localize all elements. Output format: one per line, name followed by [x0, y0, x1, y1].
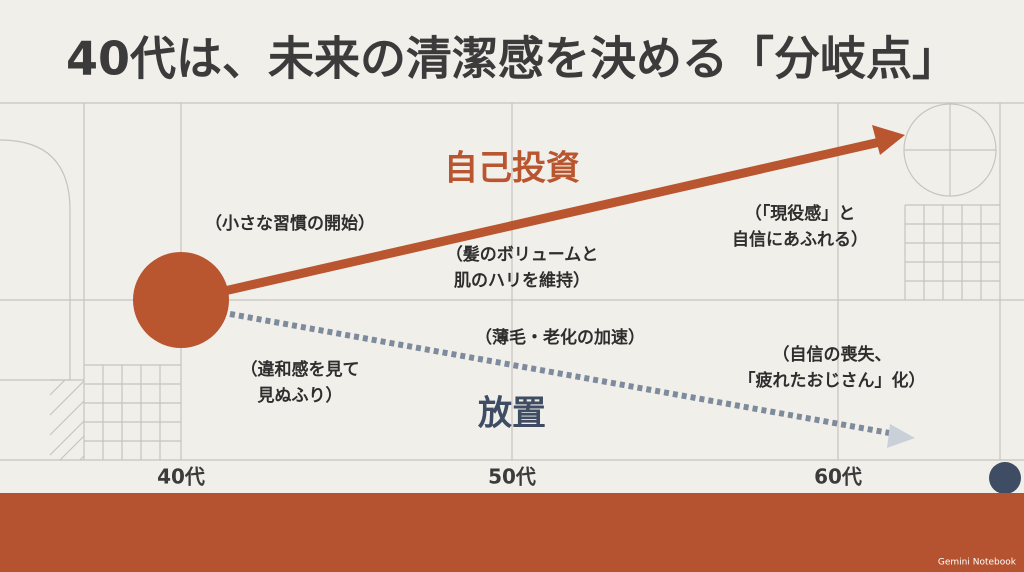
grid	[0, 102, 1024, 461]
annotation: （髪のボリュームと	[446, 244, 599, 265]
neglect-arrow	[229, 311, 896, 437]
annotation: （薄毛・老化の加速）	[475, 327, 645, 348]
axis-label: 40代	[157, 465, 205, 489]
neglect-arrowhead	[887, 424, 915, 448]
axis-label: 60代	[814, 465, 862, 489]
annotation: 自信にあふれる）	[732, 229, 868, 250]
branch-label: 放置	[478, 394, 546, 434]
title: 40代は、未来の清潔感を決める「分岐点」	[66, 32, 958, 86]
annotation: （小さな習慣の開始）	[205, 213, 375, 234]
invest-arrowhead	[872, 125, 905, 155]
annotation: （自信の喪失、	[773, 344, 892, 365]
annotation: 見ぬふり）	[257, 385, 343, 406]
annotation: （「現役感」と	[745, 203, 856, 224]
end-dot	[989, 462, 1021, 494]
branch-label: 自己投資	[444, 149, 580, 189]
annotation: 肌のハリを維持）	[454, 270, 590, 291]
axis-label: 50代	[488, 465, 536, 489]
annotation: （違和感を見て	[241, 359, 360, 380]
bottom-band	[0, 493, 1024, 572]
footer: Gemini Notebook	[938, 558, 1017, 568]
invest-arrow	[219, 137, 881, 297]
start-circle	[133, 252, 229, 348]
annotation: 「疲れたおじさん」化）	[739, 370, 926, 391]
